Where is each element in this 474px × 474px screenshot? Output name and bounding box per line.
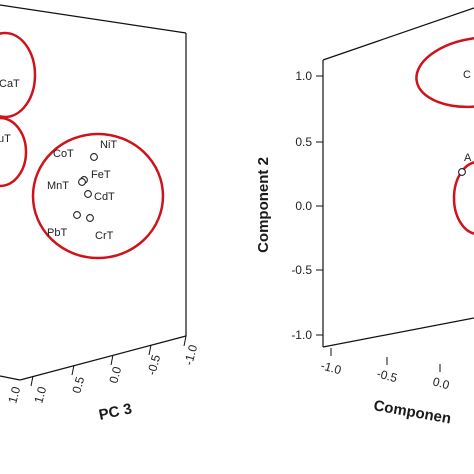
right-chart: 1.0 0.5 0.0 -0.5 -1.0 Component 2 -1.0 -… — [255, 7, 474, 428]
left-chart: 1.0 0.5 0.0 -0.5 -1.0 1.0 PC 3 CaT uT Ni… — [0, 4, 200, 424]
point-label-nit: NiT — [100, 139, 117, 151]
point-label-a: A — [464, 152, 472, 164]
right-x-axis-ticks — [330, 348, 441, 372]
right-cluster-outline-lower — [452, 161, 474, 235]
right-x-tick-label: 0.0 — [431, 374, 451, 392]
right-y-tick-label: 0.0 — [295, 199, 312, 213]
left-depth-axis-ticks — [30, 335, 187, 387]
left-depth-axis-title: PC 3 — [97, 400, 133, 424]
point-marker-pbt — [73, 211, 81, 219]
right-y-tick-label: 0.5 — [295, 135, 312, 149]
left-depth-tick-label: -1.0 — [181, 343, 200, 367]
left-depth-tick-label: 1.0 — [31, 385, 49, 405]
left-frame-bottom-edge — [0, 375, 21, 381]
right-x-tick-label: -1.0 — [319, 358, 343, 377]
left-depth-tick-label: 0.0 — [106, 365, 124, 385]
point-label-ut: uT — [0, 133, 11, 145]
point-label-cat: CaT — [0, 78, 20, 90]
right-y-tick-label: -0.5 — [291, 263, 312, 277]
right-cluster-outline-upper — [415, 35, 474, 109]
right-frame-bottom-edge — [322, 317, 474, 348]
point-label-cdt: CdT — [94, 191, 115, 203]
right-y-axis-ticks — [316, 75, 323, 336]
left-frame-top-edge — [0, 4, 187, 34]
point-label-c: C — [463, 69, 471, 81]
left-extra-tick-label: 1.0 — [5, 385, 23, 405]
point-marker-crt — [86, 214, 94, 222]
point-marker-a — [458, 168, 466, 176]
left-depth-tick-label: 0.5 — [69, 375, 87, 395]
left-cluster-outline-ut — [0, 116, 28, 188]
right-y-axis-title: Component 2 — [255, 157, 272, 253]
left-cluster-outline-cat — [0, 31, 37, 119]
point-label-pbt: PbT — [47, 227, 67, 239]
right-y-tick-label: 1.0 — [295, 69, 312, 83]
left-cluster-outline-metals — [31, 132, 165, 260]
point-marker-cdt — [84, 190, 92, 198]
left-frame-diagonal-edge — [19, 335, 187, 381]
point-marker-nit — [90, 153, 98, 161]
left-depth-tick-label: -0.5 — [144, 353, 163, 377]
right-y-tick-label: -1.0 — [291, 328, 312, 342]
right-x-axis-title: Componen — [372, 397, 452, 427]
right-frame-top-edge — [322, 7, 474, 61]
point-label-mnt: MnT — [47, 180, 69, 192]
point-label-crt: CrT — [95, 230, 114, 242]
point-label-cot: CoT — [53, 148, 74, 160]
right-x-tick-label: -0.5 — [375, 366, 399, 385]
point-label-fet: FeT — [91, 169, 111, 181]
point-marker-mnt — [78, 178, 86, 186]
